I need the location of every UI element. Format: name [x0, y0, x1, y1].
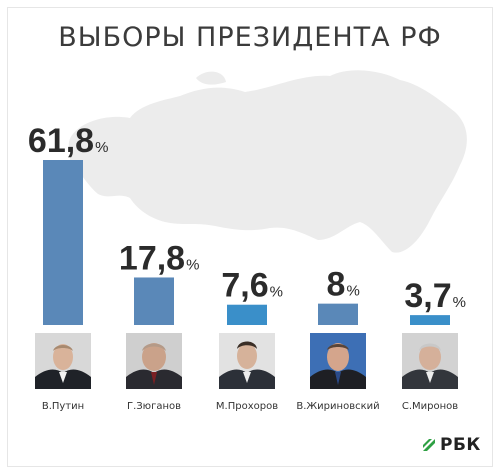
- percent-sign-1: %: [95, 139, 108, 156]
- percent-sign-2: %: [186, 256, 199, 273]
- percent-sign-5: %: [453, 294, 466, 311]
- candidate-name-zyuganov: Г.Зюганов: [126, 401, 182, 412]
- value-label-1: 61,8: [28, 122, 94, 160]
- frame-border: [7, 7, 493, 467]
- candidate-name-putin: В.Путин: [41, 401, 85, 412]
- rbc-logo-text: РБК: [440, 435, 481, 455]
- bar-1: [43, 160, 83, 325]
- bar-4: [318, 303, 358, 325]
- chart-title: ВЫБОРЫ ПРЕЗИДЕНТА РФ: [58, 22, 442, 53]
- value-label-5: 3,7: [404, 277, 451, 315]
- bar-5: [410, 315, 450, 325]
- value-label-2: 17,8: [119, 239, 185, 277]
- portrait-prokhorov: [219, 333, 275, 389]
- bar-3: [227, 304, 267, 325]
- portrait-putin: [35, 333, 91, 389]
- candidate-name-mironov: С.Миронов: [401, 401, 459, 412]
- rbc-logo-icon: [423, 439, 435, 451]
- map-island: [196, 71, 226, 85]
- value-label-3: 7,6: [221, 267, 268, 305]
- map-kamchatka: [403, 196, 416, 240]
- candidate-name-zhirinovsky: В.Жириновский: [296, 401, 380, 412]
- percent-sign-3: %: [270, 284, 283, 301]
- portrait-zhirinovsky: [310, 333, 366, 389]
- portrait-zyuganov: [126, 333, 182, 389]
- bar-2: [134, 277, 174, 325]
- percent-sign-4: %: [346, 283, 359, 300]
- portrait-mironov: [402, 333, 458, 389]
- map-mainland: [68, 70, 467, 253]
- candidate-name-prokhorov: М.Прохоров: [215, 401, 279, 412]
- value-label-4: 8: [327, 266, 346, 304]
- rbc-logo: РБК: [421, 435, 481, 455]
